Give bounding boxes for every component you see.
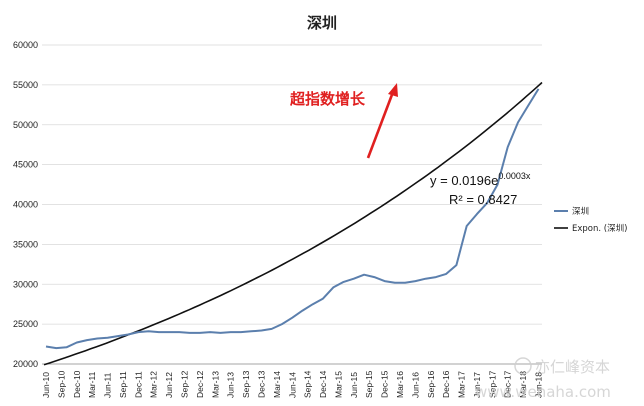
x-tick-label: Mar-18 — [518, 371, 528, 398]
x-tick-label: Dec-15 — [380, 370, 390, 398]
y-tick-label: 50000 — [13, 120, 38, 130]
chart-title: 深圳 — [307, 14, 337, 32]
y-tick-label: 60000 — [13, 40, 38, 50]
legend: 深圳 Expon. (深圳) — [554, 206, 627, 234]
x-tick-label: Dec-13 — [256, 370, 266, 398]
x-tick-label: Mar-17 — [457, 371, 467, 398]
x-tick-label: Sep-16 — [426, 370, 436, 398]
y-tick-label: 25000 — [13, 319, 38, 329]
x-tick-label: Sep-14 — [303, 370, 313, 398]
watermark-url: www.wenaha.com — [475, 383, 611, 401]
annotation-super-exponential: 超指数增长 — [289, 90, 366, 108]
series-layer — [43, 81, 543, 366]
series-line-shenzhen — [45, 88, 540, 350]
x-tick-label: Mar-13 — [210, 371, 220, 398]
x-axis-ticks: Jun-10 Sep-10 Dec-10 Mar-11 Jun-11 Sep-11 Dec-… — [41, 370, 544, 398]
y-tick-label: 45000 — [13, 160, 38, 170]
x-tick-label: Sep-10 — [56, 370, 66, 398]
x-tick-label: Jun-12 — [164, 372, 174, 398]
x-tick-label: Sep-17 — [487, 370, 497, 398]
x-tick-label: Sep-15 — [364, 370, 374, 398]
x-tick-label: Jun-13 — [226, 372, 236, 398]
y-tick-label: 30000 — [13, 279, 38, 289]
trend-equation-exponent: 0.0003x — [498, 171, 531, 181]
y-tick-label: 55000 — [13, 80, 38, 90]
x-tick-label: Jun-15 — [349, 372, 359, 398]
watermark-brand: 亦仁峰资本 — [535, 358, 610, 376]
x-tick-label: Dec-16 — [441, 370, 451, 398]
annotation-arrow-head — [388, 83, 398, 97]
x-tick-label: Dec-11 — [133, 371, 143, 398]
x-tick-label: Jun-10 — [41, 372, 51, 398]
x-tick-label: Mar-15 — [333, 371, 343, 398]
watermark: 亦仁峰资本 www.wenaha.com — [475, 357, 611, 401]
x-tick-label: Jun-14 — [287, 372, 297, 398]
y-tick-label: 35000 — [13, 239, 38, 249]
x-tick-label: Dec-17 — [503, 370, 513, 398]
x-tick-label: Jun-11 — [103, 372, 113, 398]
x-tick-label: Sep-11 — [118, 371, 128, 398]
x-tick-label: Dec-14 — [318, 370, 328, 398]
x-tick-label: Sep-13 — [241, 370, 251, 398]
x-tick-label: Mar-14 — [272, 371, 282, 398]
x-tick-label: Jun-17 — [472, 372, 482, 398]
x-tick-label: Mar-12 — [149, 371, 159, 398]
x-tick-label: Jun-16 — [410, 372, 420, 398]
x-tick-label: Dec-12 — [195, 370, 205, 398]
watermark-logo-icon — [514, 357, 532, 375]
x-tick-label: Sep-12 — [180, 370, 190, 398]
trend-equation-base: y = 0.0196e — [430, 173, 498, 188]
x-tick-label: Jun-18 — [534, 372, 544, 398]
annotation-arrow — [366, 91, 395, 159]
y-tick-label: 40000 — [13, 200, 38, 210]
x-tick-label: Mar-16 — [395, 371, 405, 398]
trend-r-squared: R² = 0.8427 — [449, 192, 517, 207]
legend-label-series: 深圳 — [572, 206, 589, 217]
gridlines — [42, 44, 542, 365]
x-tick-label: Dec-10 — [72, 370, 82, 398]
trend-equation: y = 0.0196e0.0003x — [430, 171, 531, 188]
x-tick-label: Mar-11 — [87, 371, 97, 398]
legend-label-trend: Expon. (深圳) — [572, 223, 627, 234]
y-tick-label: 20000 — [13, 359, 38, 369]
y-axis-ticks: 20000 25000 30000 35000 40000 45000 50000 55000… — [13, 40, 38, 369]
